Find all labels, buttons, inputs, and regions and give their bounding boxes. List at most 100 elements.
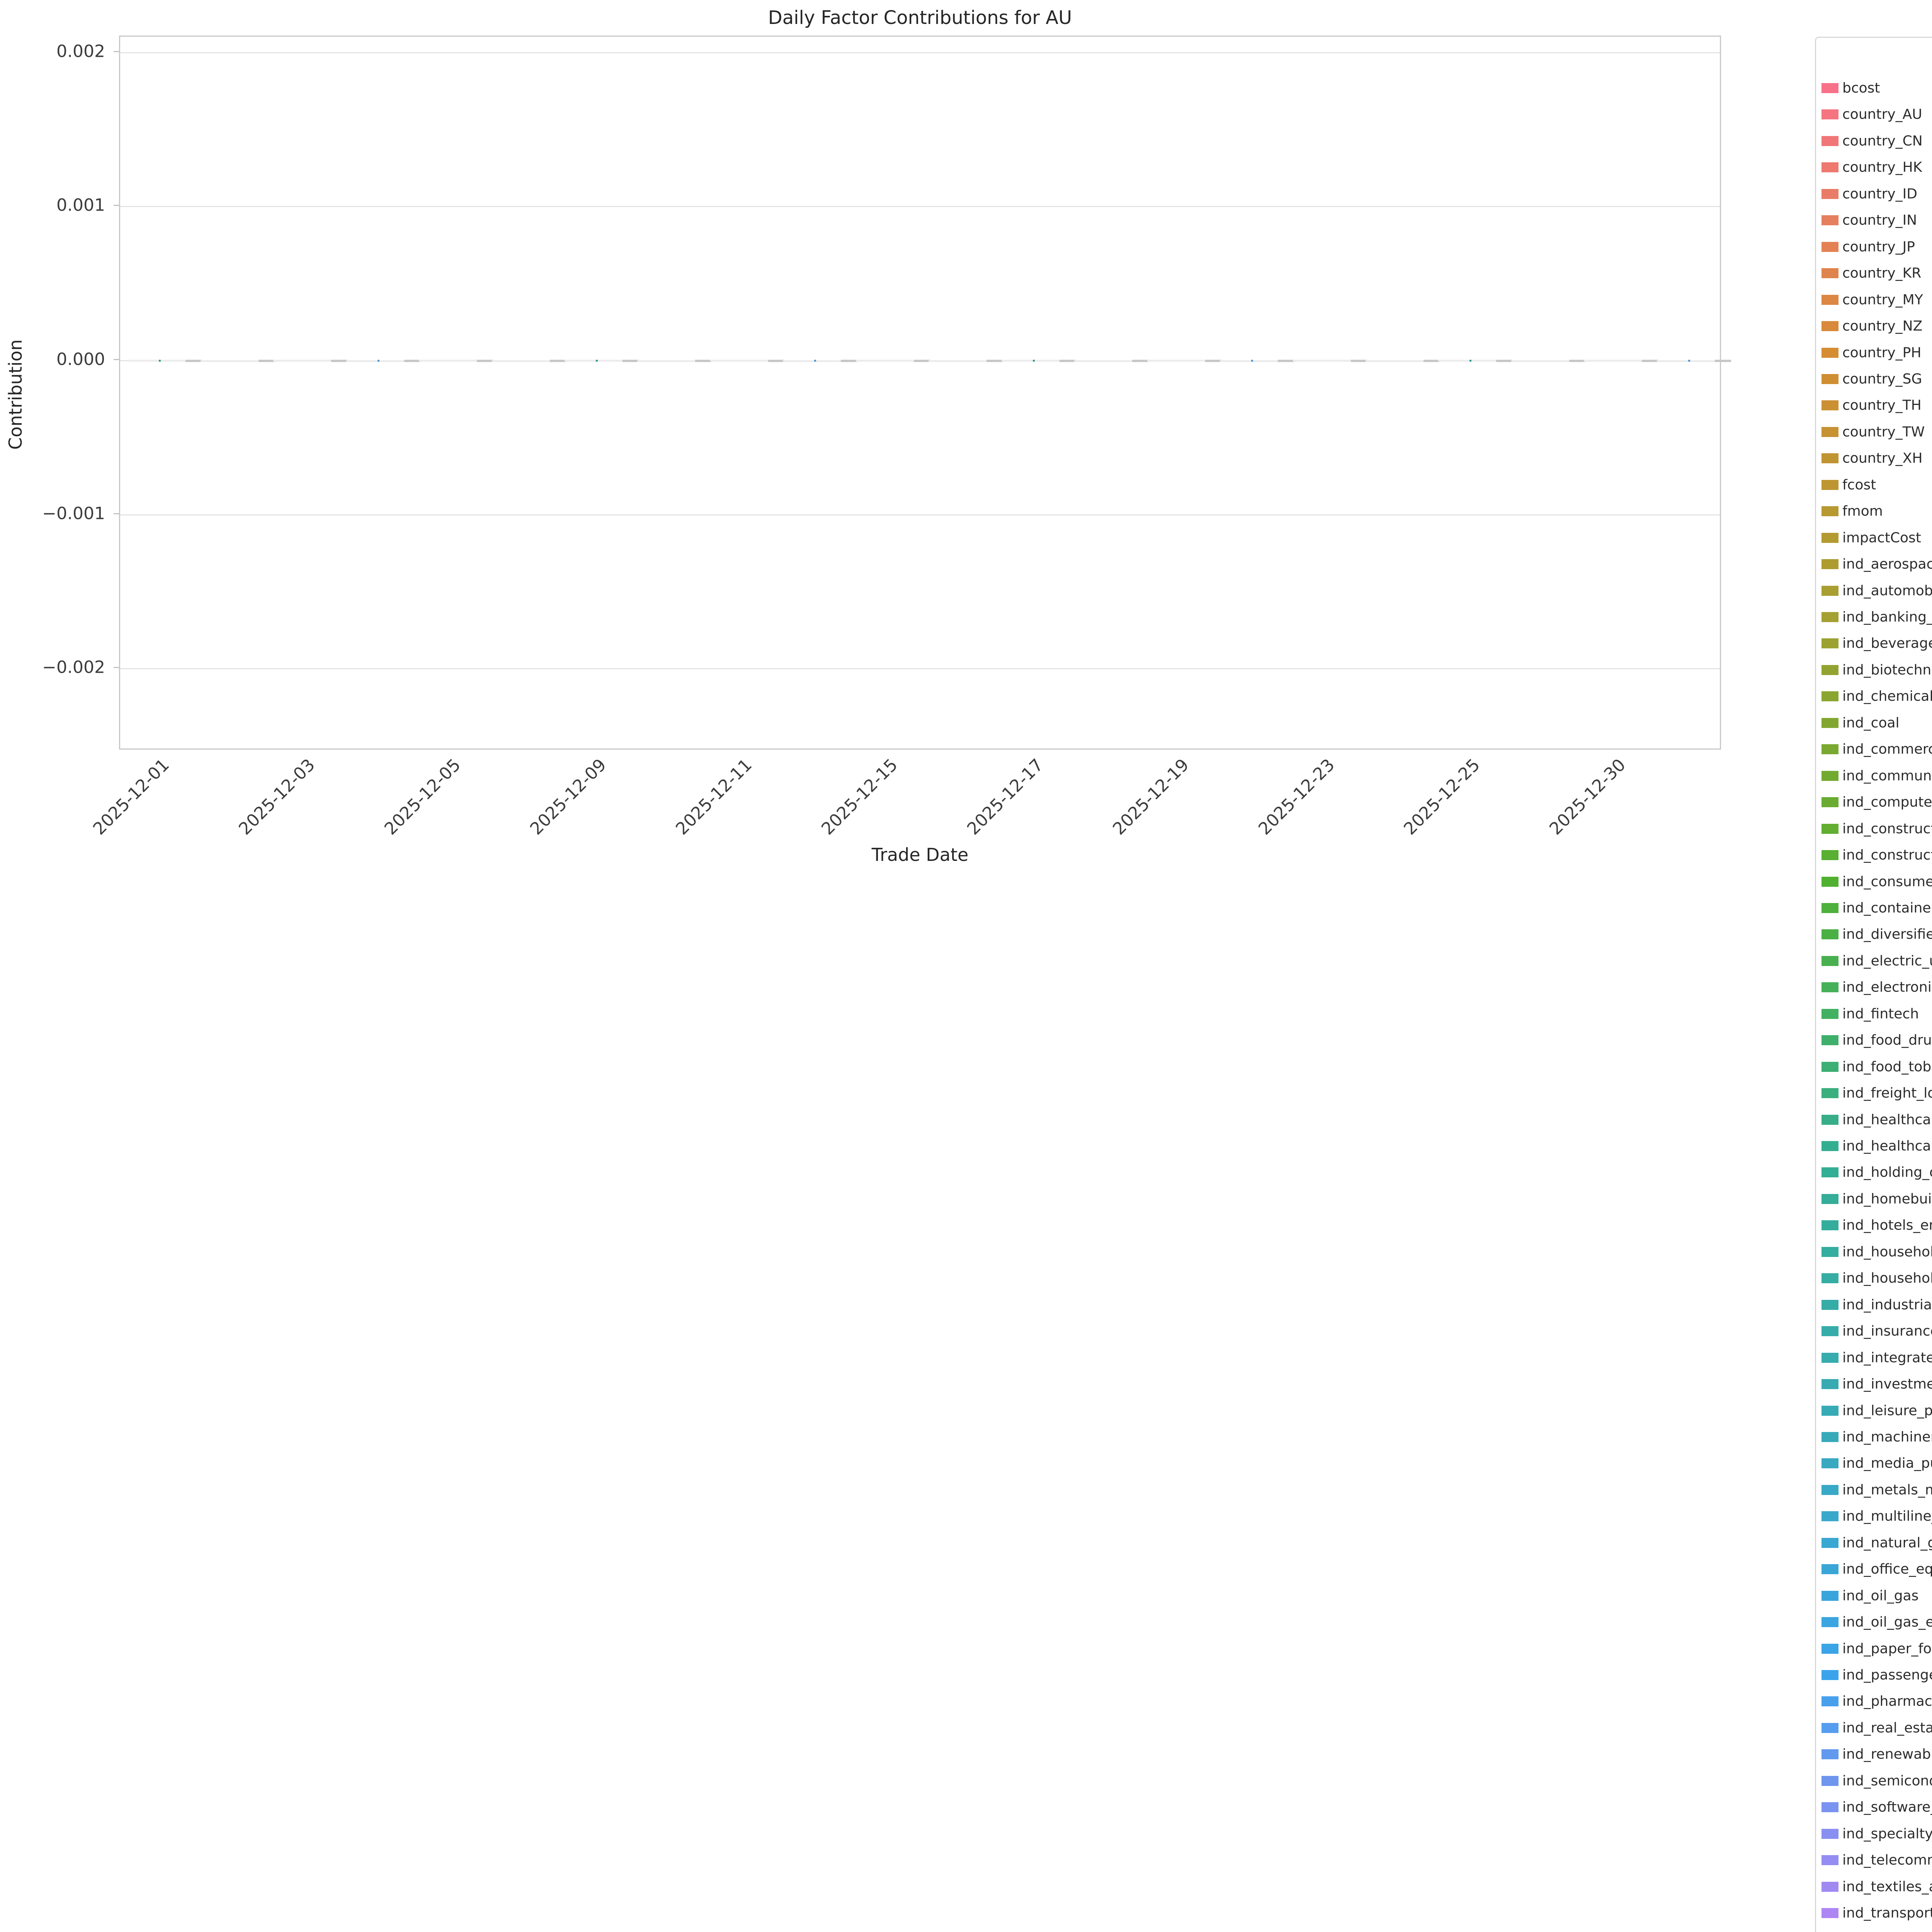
legend-swatch-icon bbox=[1821, 1432, 1838, 1442]
bar-speck bbox=[1251, 360, 1253, 362]
legend-item: ind_media_publishing bbox=[1816, 1450, 1932, 1476]
bar-group bbox=[1438, 360, 1497, 362]
legend-item: ind_pharmaceuticals bbox=[1816, 1688, 1932, 1714]
legend-item: ind_healthcare_providers_services bbox=[1816, 1133, 1932, 1159]
legend-item-label: ind_computers_phones_household_electroni… bbox=[1842, 794, 1932, 810]
bar-group bbox=[346, 360, 404, 362]
legend-item: ind_computers_phones_household_electroni… bbox=[1816, 789, 1932, 815]
x-tick-label: 2025-12-19 bbox=[1109, 755, 1193, 839]
legend-item-label: ind_diversified_retail bbox=[1842, 926, 1932, 942]
x-tick-label: 2025-12-17 bbox=[963, 755, 1047, 839]
bar-gap-gridline bbox=[1132, 360, 1149, 362]
bar-gap-gridline bbox=[1423, 360, 1440, 362]
legend-swatch-icon bbox=[1821, 1141, 1838, 1151]
legend-item: ind_leisure_products bbox=[1816, 1398, 1932, 1424]
legend-item-label: country_CN bbox=[1842, 133, 1923, 149]
bar-group bbox=[1511, 360, 1569, 362]
legend-swatch-icon bbox=[1821, 982, 1838, 993]
legend-item-label: ind_software_it_services bbox=[1842, 1799, 1932, 1815]
bar-group bbox=[1074, 360, 1133, 362]
y-tick-mark bbox=[114, 513, 119, 514]
bar-gap-gridline bbox=[695, 360, 712, 362]
legend-item: ind_specialty_reatil bbox=[1816, 1821, 1932, 1847]
legend-item: ind_food_drug_retail bbox=[1816, 1027, 1932, 1053]
bar-group bbox=[1365, 360, 1423, 362]
x-tick-label: 2025-12-15 bbox=[817, 755, 901, 839]
legend-swatch-icon bbox=[1821, 1670, 1838, 1680]
legend-item-label: ind_leisure_products bbox=[1842, 1403, 1932, 1418]
legend-swatch-icon bbox=[1821, 506, 1838, 517]
bar-gap-gridline bbox=[477, 360, 493, 362]
legend-item-label: ind_construction_engineering bbox=[1842, 821, 1932, 837]
legend-item: ind_metals_mining bbox=[1816, 1477, 1932, 1503]
legend-swatch-icon bbox=[1821, 1908, 1838, 1918]
legend-item-label: ind_semiconductors bbox=[1842, 1773, 1932, 1789]
legend-item: ind_coal bbox=[1816, 710, 1932, 736]
legend-swatch-icon bbox=[1821, 1035, 1838, 1046]
bar-group bbox=[200, 360, 259, 362]
legend-item: ind_paper_forestry bbox=[1816, 1636, 1932, 1662]
legend-item-label: fmom bbox=[1842, 503, 1883, 519]
legend-item: country_NZ bbox=[1816, 313, 1932, 339]
x-tick-label: 2025-12-05 bbox=[381, 755, 465, 839]
bar-group bbox=[1656, 360, 1715, 362]
bar-speck bbox=[1032, 360, 1035, 362]
legend-item: fmom bbox=[1816, 498, 1932, 524]
bar-gap-gridline bbox=[768, 360, 784, 362]
legend-swatch-icon bbox=[1821, 1405, 1838, 1416]
legend-item: country_AU bbox=[1816, 101, 1932, 128]
legend-swatch-icon bbox=[1821, 1352, 1838, 1363]
bar-gap-gridline bbox=[185, 360, 202, 362]
legend-item: ind_biotechnology bbox=[1816, 657, 1932, 683]
legend-item-label: ind_food_tobacco bbox=[1842, 1059, 1932, 1075]
legend-item: fcost bbox=[1816, 472, 1932, 498]
legend-swatch-icon bbox=[1821, 1564, 1838, 1575]
bar-gap-gridline bbox=[404, 360, 420, 362]
legend-item: ind_consumer_goods_conglomerates bbox=[1816, 869, 1932, 895]
legend-item: country_XH bbox=[1816, 445, 1932, 471]
legend-swatch-icon bbox=[1821, 347, 1838, 358]
bar-gap-gridline bbox=[622, 360, 639, 362]
bar-group bbox=[1147, 360, 1205, 362]
y-tick-mark bbox=[114, 359, 119, 360]
legend-item-label: ind_hotels_entertainment bbox=[1842, 1217, 1932, 1233]
bar-group bbox=[1220, 360, 1278, 362]
bar-gap-gridline bbox=[1350, 360, 1367, 362]
legend-swatch-icon bbox=[1821, 1537, 1838, 1548]
legend-item-label: country_SG bbox=[1842, 371, 1922, 387]
legend-item: country_PH bbox=[1816, 340, 1932, 366]
legend-item: ind_electric_utilities_ipps bbox=[1816, 948, 1932, 974]
legend-item: country_ID bbox=[1816, 181, 1932, 207]
legend-swatch-icon bbox=[1821, 1273, 1838, 1284]
bar-group bbox=[855, 360, 914, 362]
y-tick-label: −0.002 bbox=[42, 657, 105, 677]
legend-item-label: bcost bbox=[1842, 80, 1880, 96]
legend-item-label: ind_electric_utilities_ipps bbox=[1842, 953, 1932, 969]
legend-swatch-icon bbox=[1821, 638, 1838, 649]
legend-item: ind_textiles_apparel bbox=[1816, 1874, 1932, 1900]
legend-item-label: country_IN bbox=[1842, 212, 1917, 228]
legend-item: country_HK bbox=[1816, 154, 1932, 180]
legend-item-label: ind_fintech bbox=[1842, 1006, 1919, 1022]
legend-item: ind_passenger_transportation bbox=[1816, 1662, 1932, 1688]
legend-item-label: ind_investment_services bbox=[1842, 1376, 1932, 1392]
legend-item: ind_freight_logistics bbox=[1816, 1080, 1932, 1106]
legend-item: ind_aerospace_defense bbox=[1816, 551, 1932, 577]
legend-swatch-icon bbox=[1821, 797, 1838, 808]
legend-item-label: ind_commercial_services_supplies bbox=[1842, 741, 1932, 757]
bar-gap-gridline bbox=[549, 360, 566, 362]
legend-item-label: ind_freight_logistics bbox=[1842, 1085, 1932, 1101]
bar-gap-gridline bbox=[1714, 360, 1731, 362]
legend-item: ind_chemicals bbox=[1816, 683, 1932, 709]
legend-item-label: ind_specialty_reatil bbox=[1842, 1826, 1932, 1842]
bar-speck bbox=[159, 360, 161, 362]
legend-item-label: ind_healthcare_equipment_supplies bbox=[1842, 1112, 1932, 1128]
legend-swatch-icon bbox=[1821, 480, 1838, 490]
legend-item: ind_office_equipment bbox=[1816, 1556, 1932, 1582]
legend-item: ind_beverages bbox=[1816, 630, 1932, 656]
legend-swatch-icon bbox=[1821, 268, 1838, 279]
y-tick-mark bbox=[114, 51, 119, 52]
legend-item-label: ind_transportation_infrastructure bbox=[1842, 1905, 1932, 1921]
legend-swatch-icon bbox=[1821, 1643, 1838, 1654]
